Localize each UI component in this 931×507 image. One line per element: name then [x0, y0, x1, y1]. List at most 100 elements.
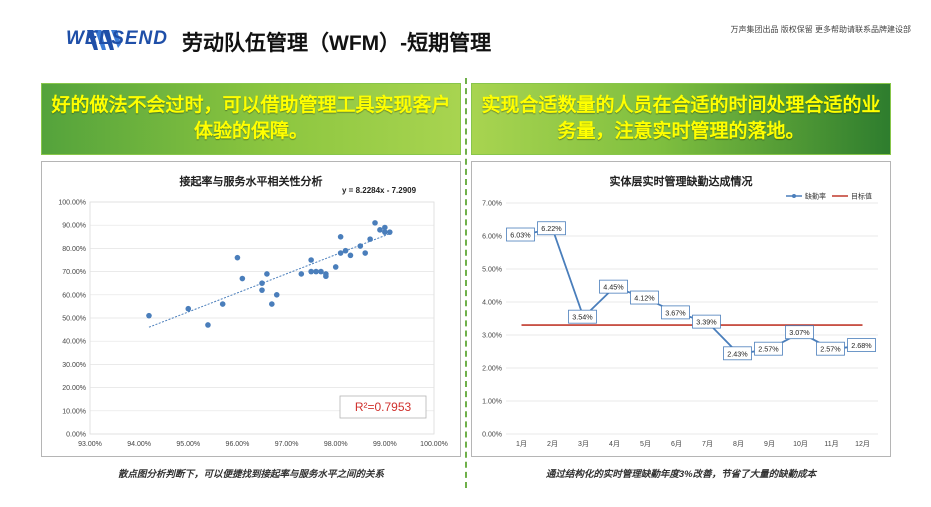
data-label-box — [692, 314, 721, 329]
left-banner: 好的做法不会过时，可以借助管理工具实现客户体验的保障。 — [41, 83, 461, 155]
x-tick-label: 3月 — [578, 440, 589, 448]
right-banner: 实现合适数量的人员在合适的时间处理合适的业务量，注意实时管理的落地。 — [471, 83, 891, 155]
data-label: 6.22% — [541, 224, 562, 233]
data-label-box — [506, 227, 535, 242]
x-tick-label: 94.00% — [127, 441, 151, 448]
scatter-point — [377, 227, 383, 233]
data-label: 2.57% — [758, 345, 779, 354]
data-label: 3.54% — [572, 313, 593, 322]
x-tick-label: 4月 — [609, 440, 620, 448]
x-tick-label: 1月 — [516, 440, 527, 448]
x-tick-label: 6月 — [671, 440, 682, 448]
data-label: 3.07% — [789, 328, 810, 337]
r2-box — [339, 395, 427, 419]
brand-name: WELSEND — [66, 28, 168, 49]
scatter-point — [323, 273, 329, 280]
data-label: 2.57% — [820, 345, 841, 354]
x-tick-label: 98.00% — [324, 441, 348, 448]
scatter-point — [308, 268, 314, 275]
x-tick-label: 97.00% — [275, 441, 299, 448]
x-tick-label: 100.00% — [420, 441, 448, 448]
copyright-note: 万声集团出品 版权保留 更多帮助请联系品牌建设部 — [730, 25, 911, 34]
y-tick-label: 4.00% — [482, 300, 502, 307]
line-chart: 实体层实时管理缺勤达成情况 0.00% 1.00% 2.00% 3.00% 4.00% 5.… — [482, 174, 878, 448]
welsend-logo-icon — [87, 30, 121, 50]
scatter-point — [308, 257, 314, 263]
scatter-point — [259, 280, 265, 286]
data-label-box — [785, 325, 814, 340]
left-caption: 散点图分析判断下，可以便捷找到接起率与服务水平之间的关系 — [117, 469, 384, 480]
y-tick-label: 7.00% — [482, 201, 502, 208]
y-tick-label: 90.00% — [62, 223, 86, 230]
scatter-point — [298, 271, 305, 277]
y-tick-label: 80.00% — [62, 246, 86, 253]
scatter-point — [273, 292, 280, 298]
scatter-point — [342, 247, 349, 254]
data-label-box — [754, 341, 783, 356]
scatter-point — [357, 243, 364, 249]
scatter-point — [219, 301, 226, 307]
scatter-point — [382, 229, 388, 235]
x-tick-label: 12月 — [855, 440, 870, 448]
trendline — [148, 233, 390, 328]
chart-title: 实体层实时管理缺勤达成情况 — [610, 174, 753, 188]
data-label-box — [723, 346, 752, 361]
y-tick-label: 70.00% — [62, 269, 86, 276]
y-tick-label: 40.00% — [62, 339, 86, 346]
y-tick-label: 10.00% — [62, 408, 86, 415]
x-tick-label: 99.00% — [373, 441, 397, 448]
data-label-box — [537, 221, 566, 236]
r2-value: R²=0.7953 — [355, 400, 412, 414]
scatter-point — [313, 268, 319, 275]
scatter-chart: 接起率与服务水平相关性分析 y = 8.2284x - 7.2909 0.00% 10… — [58, 174, 448, 448]
scatter-point — [372, 220, 378, 226]
y-tick-label: 3.00% — [482, 333, 502, 340]
x-tick-label: 5月 — [640, 440, 651, 448]
data-label-box — [816, 341, 845, 356]
legend-target-label: 目标值 — [851, 192, 872, 201]
scatter-point — [386, 229, 393, 235]
scatter-point — [259, 287, 265, 293]
scatter-point — [332, 264, 339, 270]
y-tick-label: 0.00% — [66, 432, 86, 439]
data-label: 4.12% — [634, 294, 655, 303]
x-tick-label: 8月 — [733, 440, 744, 448]
data-label: 3.67% — [665, 308, 686, 317]
center-divider — [465, 78, 467, 488]
x-tick-label: 10月 — [793, 440, 808, 448]
scatter-point — [337, 234, 344, 240]
y-tick-label: 50.00% — [62, 316, 86, 323]
data-label: 6.03% — [510, 231, 531, 240]
page-title: 劳动队伍管理（WFM）-短期管理 — [182, 32, 492, 55]
scatter-point — [146, 312, 152, 319]
scatter-point — [185, 305, 192, 312]
data-label: 4.45% — [603, 283, 624, 292]
right-caption: 通过结构化的实时管理缺勤年度3%改善，节省了大量的缺勤成本 — [545, 469, 817, 480]
y-tick-label: 100.00% — [58, 200, 86, 207]
scatter-point — [264, 271, 270, 277]
data-label-box — [661, 305, 690, 320]
scatter-chart-panel: 接起率与服务水平相关性分析 y = 8.2284x - 7.2909 0.00% 10… — [41, 161, 461, 457]
scatter-point — [347, 252, 354, 259]
x-tick-label: 93.00% — [78, 441, 102, 448]
x-tick-label: 9月 — [764, 440, 775, 448]
data-label: 2.43% — [727, 349, 748, 358]
data-label-box — [599, 279, 628, 294]
scatter-point — [205, 322, 211, 328]
data-label-box — [568, 309, 597, 324]
y-tick-label: 6.00% — [482, 234, 502, 241]
chart-title: 接起率与服务水平相关性分析 — [180, 174, 323, 188]
scatter-point — [239, 275, 246, 282]
scatter-point — [337, 250, 344, 256]
scatter-point — [318, 268, 324, 275]
data-label: 2.68% — [851, 341, 872, 350]
data-label-box — [630, 290, 659, 305]
scatter-point — [367, 236, 373, 242]
scatter-point — [234, 254, 241, 261]
scatter-point — [382, 224, 388, 231]
y-tick-label: 60.00% — [62, 292, 86, 299]
scatter-point — [362, 250, 369, 256]
left-banner-text: 好的做法不会过时，可以借助管理工具实现客户体验的保障。 — [51, 95, 451, 142]
right-banner-text: 实现合适数量的人员在合适的时间处理合适的业务量，注意实时管理的落地。 — [481, 95, 881, 142]
legend-series-label: 缺勤率 — [805, 192, 826, 201]
